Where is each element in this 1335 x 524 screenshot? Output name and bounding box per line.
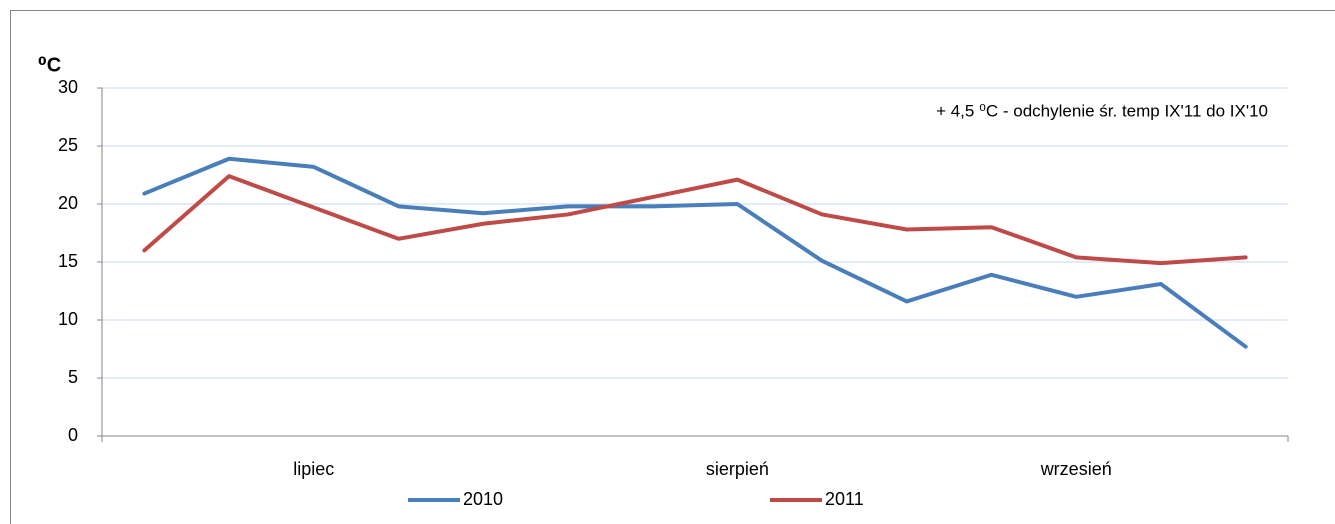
x-tick-label: lipiec [293, 459, 334, 479]
annotation: + 4,5 ⁰C - odchylenie śr. temp IX'11 do … [936, 101, 1268, 120]
data-line [142, 174, 1248, 266]
x-tick-label: sierpień [706, 459, 769, 479]
y-tick-label: 15 [58, 251, 78, 271]
y-tick-label: 10 [58, 309, 78, 329]
y-tick-label: 20 [58, 193, 78, 213]
y-axis-label: ⁰C [38, 54, 61, 76]
y-tick-label: 25 [58, 135, 78, 155]
x-tick-label: wrzesień [1040, 459, 1112, 479]
y-tick-label: 30 [58, 77, 78, 97]
legend-label: 2011 [825, 489, 864, 509]
chart-border [10, 10, 1335, 524]
data-line [142, 156, 1248, 349]
y-tick-label: 5 [68, 367, 78, 387]
legend-label: 2010 [463, 489, 503, 509]
y-tick-label: 0 [68, 425, 78, 445]
